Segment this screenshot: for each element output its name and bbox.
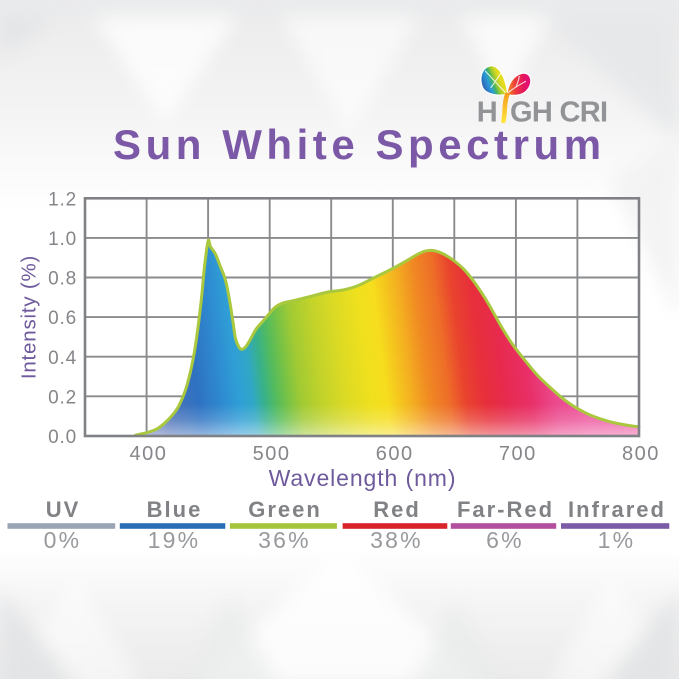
svg-text:400: 400 — [129, 443, 167, 465]
svg-text:Sun White Spectrum: Sun White Spectrum — [113, 121, 606, 168]
svg-text:Red: Red — [373, 497, 421, 522]
svg-text:H: H — [477, 96, 497, 128]
svg-text:Far-Red: Far-Red — [457, 497, 554, 522]
svg-text:Infrared: Infrared — [568, 497, 666, 522]
svg-text:1%: 1% — [598, 527, 636, 553]
svg-text:1.2: 1.2 — [48, 189, 77, 210]
svg-text:1.0: 1.0 — [48, 229, 77, 250]
svg-text:700: 700 — [499, 443, 537, 465]
svg-text:GH CRI: GH CRI — [510, 96, 607, 128]
svg-text:6%: 6% — [486, 527, 524, 553]
svg-text:0%: 0% — [44, 527, 82, 553]
svg-text:UV: UV — [46, 497, 81, 522]
svg-text:600: 600 — [376, 443, 414, 465]
svg-text:Green: Green — [248, 497, 322, 522]
svg-text:Blue: Blue — [147, 497, 203, 522]
svg-text:36%: 36% — [258, 527, 311, 553]
svg-text:0.2: 0.2 — [48, 387, 77, 408]
svg-text:Intensity (%): Intensity (%) — [18, 255, 41, 379]
svg-text:0.6: 0.6 — [48, 308, 77, 329]
svg-text:500: 500 — [253, 443, 291, 465]
svg-text:0.0: 0.0 — [48, 427, 77, 448]
svg-text:0.8: 0.8 — [48, 269, 77, 290]
svg-text:Wavelength (nm): Wavelength (nm) — [269, 465, 457, 491]
svg-text:800: 800 — [622, 443, 660, 465]
svg-text:38%: 38% — [370, 527, 423, 553]
svg-text:19%: 19% — [148, 527, 201, 553]
svg-text:0.4: 0.4 — [48, 348, 77, 369]
